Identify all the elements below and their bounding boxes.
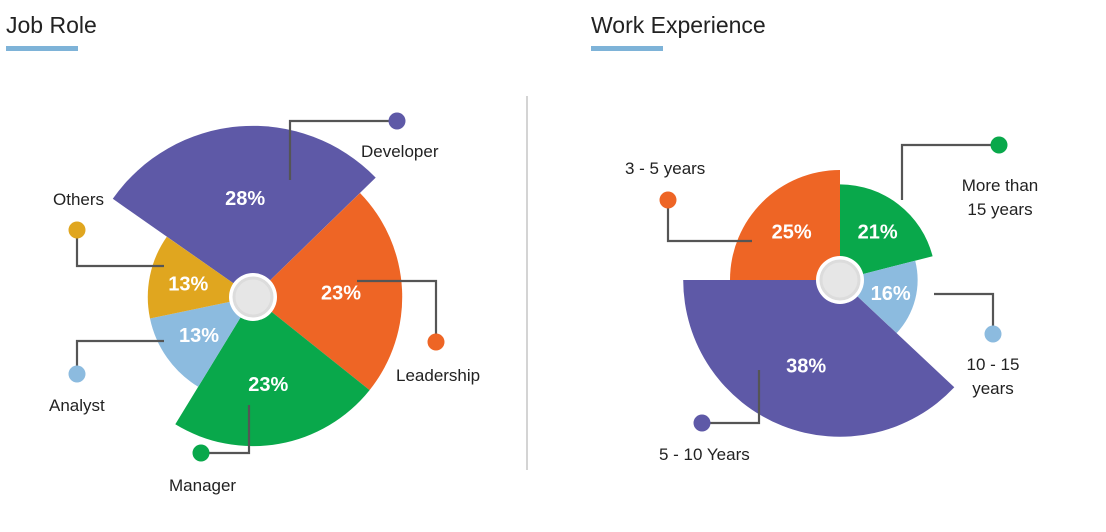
job-role-marker-analyst	[68, 365, 86, 383]
job-role-value-label-others: 13%	[168, 274, 208, 296]
work-experience-slice-more-than-15-years	[840, 184, 933, 280]
job-role-category-label-others: Others	[53, 190, 104, 209]
work-experience-title-underline	[591, 46, 663, 51]
work-experience-leader-line-5-10-years	[702, 370, 761, 425]
job-role-slice-manager	[175, 297, 370, 447]
work-experience-marker-3-5-years	[659, 191, 677, 209]
job-role-category-label-analyst: Analyst	[49, 396, 105, 415]
work-experience-leader-line-10-15-years	[934, 292, 995, 334]
work-experience-title: Work Experience	[591, 12, 766, 38]
job-role-title-underline	[6, 46, 78, 51]
job-role-slice-others	[147, 236, 253, 319]
job-role-leader-line-developer	[288, 119, 397, 180]
work-experience-slice-5-10-years	[683, 280, 955, 437]
work-experience-leader-line-more-than-15-years	[900, 143, 999, 200]
job-role-leader-line-leadership	[357, 279, 438, 342]
work-experience-category-label-3-5-years: 3 - 5 years	[625, 159, 705, 178]
job-role-category-label-developer: Developer	[361, 142, 439, 161]
job-role-value-label-analyst: 13%	[179, 325, 219, 347]
work-experience-value-label-more-than-15-years: 21%	[858, 222, 898, 244]
work-experience-chart: 21% 16% 38% 25% More than 15 years 10 - 15 year…	[625, 136, 1039, 464]
panel-divider	[526, 96, 528, 470]
job-role-chart: 28% 23% 23% 13% 13% Developer Leadership Manage…	[49, 112, 480, 495]
work-experience-value-label-3-5-years: 25%	[772, 222, 812, 244]
work-experience-marker-5-10-years	[693, 414, 711, 432]
work-experience-category-label-10-15-years-line-1: 10 - 15	[967, 355, 1020, 374]
job-role-slice-analyst	[150, 297, 253, 387]
job-role-slice-developer	[112, 125, 376, 298]
work-experience-category-label-10-15-years-line-2: years	[972, 379, 1014, 398]
work-experience-leader-line-3-5-years	[666, 200, 752, 243]
work-experience-hub	[819, 259, 861, 301]
work-experience-category-label-5-10-years: 5 - 10 Years	[659, 445, 750, 464]
job-role-marker-leadership	[427, 333, 445, 351]
job-role-slice-leadership	[253, 193, 403, 391]
job-role-marker-others	[68, 221, 86, 239]
work-experience-marker-10-15-years	[984, 325, 1002, 343]
work-experience-value-label-10-15-years: 16%	[871, 283, 911, 305]
job-role-category-label-manager: Manager	[169, 476, 236, 495]
job-role-value-label-leadership: 23%	[321, 283, 361, 305]
job-role-leader-line-manager	[201, 405, 251, 455]
work-experience-marker-more-than-15-years	[990, 136, 1008, 154]
job-role-value-label-manager: 23%	[248, 374, 288, 396]
work-experience-value-label-5-10-years: 38%	[786, 355, 826, 377]
job-role-leader-line-others	[75, 230, 164, 268]
work-experience-category-label-more-than-15-years-line-1: More than	[962, 176, 1039, 195]
job-role-marker-manager	[192, 444, 210, 462]
job-role-title: Job Role	[6, 12, 97, 38]
job-role-value-label-developer: 28%	[225, 188, 265, 210]
job-role-category-label-leadership: Leadership	[396, 366, 480, 385]
job-role-hub	[232, 276, 274, 318]
work-experience-slice-3-5-years	[730, 170, 840, 280]
job-role-marker-developer	[388, 112, 406, 130]
job-role-leader-line-analyst	[75, 339, 164, 374]
work-experience-category-label-more-than-15-years-line-2: 15 years	[967, 200, 1032, 219]
